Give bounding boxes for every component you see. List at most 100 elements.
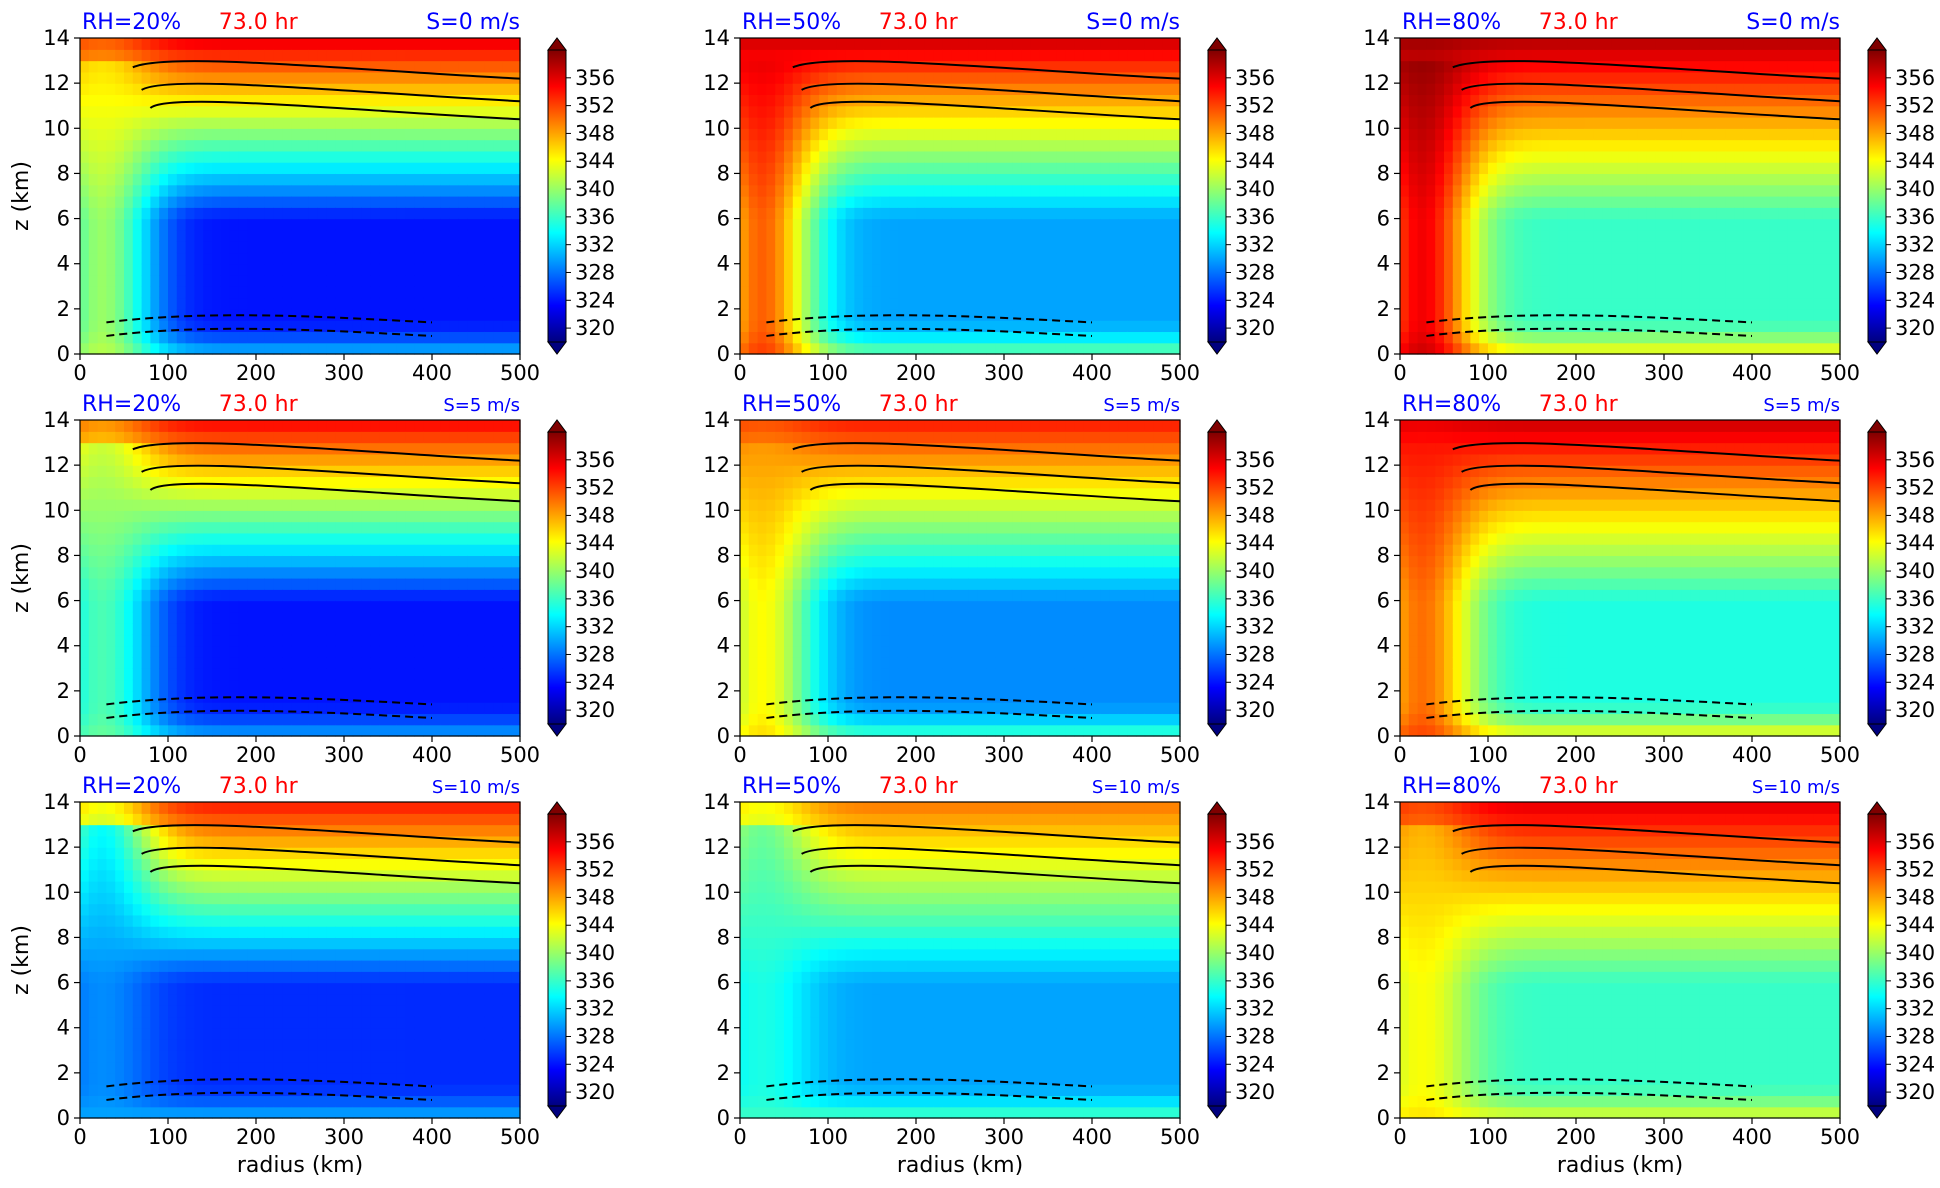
field-cell bbox=[273, 286, 283, 299]
field-cell bbox=[1787, 218, 1797, 231]
field-cell bbox=[1681, 49, 1691, 62]
field-cell bbox=[1708, 286, 1718, 299]
field-cell bbox=[185, 713, 195, 726]
field-cell bbox=[1083, 139, 1093, 152]
field-cell bbox=[317, 286, 327, 299]
field-cell bbox=[828, 60, 838, 73]
field-cell bbox=[1655, 173, 1665, 186]
field-cell bbox=[264, 229, 275, 242]
field-cell bbox=[863, 320, 873, 333]
field-cell bbox=[889, 71, 899, 84]
field-cell bbox=[256, 342, 266, 355]
field-cell bbox=[405, 83, 415, 96]
field-cell bbox=[748, 263, 759, 276]
field-cell bbox=[124, 532, 134, 545]
field-cell bbox=[220, 275, 231, 287]
field-cell bbox=[1144, 49, 1155, 62]
field-cell bbox=[1681, 105, 1691, 118]
field-cell bbox=[423, 263, 433, 276]
field-cell bbox=[256, 150, 266, 163]
field-cell bbox=[1716, 60, 1727, 73]
field-cell bbox=[977, 196, 987, 208]
field-cell bbox=[757, 60, 767, 73]
field-cell bbox=[1470, 342, 1480, 355]
field-cell bbox=[291, 308, 301, 321]
field-cell bbox=[828, 218, 838, 231]
field-cell bbox=[352, 71, 363, 84]
field-cell bbox=[124, 702, 134, 715]
field-cell bbox=[150, 241, 160, 254]
field-cell bbox=[229, 555, 239, 568]
field-cell bbox=[264, 555, 275, 568]
field-cell bbox=[238, 83, 248, 96]
field-cell bbox=[792, 308, 803, 321]
field-cell bbox=[1426, 117, 1436, 129]
field-cell bbox=[1426, 252, 1436, 265]
field-cell bbox=[335, 263, 345, 276]
field-cell bbox=[907, 117, 917, 129]
field-cell bbox=[819, 275, 829, 287]
field-cell bbox=[907, 60, 917, 73]
field-cell bbox=[203, 71, 213, 84]
field-cell bbox=[1822, 229, 1832, 242]
y-tick-label: 2 bbox=[717, 297, 730, 321]
field-cell bbox=[1444, 128, 1454, 141]
field-cell bbox=[115, 275, 125, 287]
field-cell bbox=[1620, 218, 1630, 231]
field-cell bbox=[1760, 173, 1771, 186]
field-cell bbox=[740, 207, 750, 220]
field-cell bbox=[335, 83, 345, 96]
field-cell bbox=[880, 275, 891, 287]
field-cell bbox=[88, 184, 99, 197]
field-cell bbox=[80, 690, 90, 703]
field-cell bbox=[352, 49, 363, 62]
field-cell bbox=[476, 196, 486, 208]
field-cell bbox=[986, 94, 996, 107]
contour-solid bbox=[1452, 60, 1841, 80]
field-cell bbox=[361, 275, 371, 287]
field-cell bbox=[995, 342, 1005, 355]
field-cell bbox=[1708, 38, 1718, 50]
field-cell bbox=[1567, 263, 1577, 276]
field-cell bbox=[1637, 275, 1647, 287]
field-cell bbox=[493, 297, 503, 310]
field-cell bbox=[150, 702, 160, 715]
field-cell bbox=[423, 331, 433, 344]
field-cell bbox=[273, 60, 283, 73]
field-cell bbox=[1444, 218, 1454, 231]
field-cell bbox=[1699, 263, 1709, 276]
field-cell bbox=[1602, 60, 1612, 73]
field-cell bbox=[1540, 196, 1551, 208]
field-cell bbox=[168, 263, 178, 276]
field-cell bbox=[1461, 60, 1471, 73]
field-cell bbox=[159, 623, 169, 636]
field-cell bbox=[308, 252, 319, 265]
field-cell bbox=[845, 342, 855, 355]
field-cell bbox=[132, 286, 143, 299]
field-cell bbox=[220, 71, 231, 84]
field-cell bbox=[836, 207, 847, 220]
field-cell bbox=[898, 241, 908, 254]
field-cell bbox=[432, 252, 442, 265]
field-cell bbox=[960, 173, 970, 186]
field-cell bbox=[344, 207, 354, 220]
field-cell bbox=[1690, 342, 1700, 355]
field-cell bbox=[995, 229, 1005, 242]
field-cell bbox=[1778, 286, 1788, 299]
field-cell bbox=[1004, 71, 1014, 84]
field-cell bbox=[185, 657, 195, 669]
field-cell bbox=[1804, 218, 1815, 231]
field-cell bbox=[1540, 60, 1551, 73]
field-cell bbox=[1056, 241, 1067, 254]
field-cell bbox=[1444, 105, 1454, 118]
field-cell bbox=[1804, 38, 1815, 50]
contour-solid bbox=[809, 100, 1181, 121]
field-cell bbox=[1576, 331, 1586, 344]
field-cell bbox=[159, 150, 169, 163]
field-cell bbox=[986, 241, 996, 254]
field-cell bbox=[88, 128, 99, 141]
field-cell bbox=[141, 600, 151, 613]
field-cell bbox=[1048, 218, 1058, 231]
field-cell bbox=[229, 196, 239, 208]
field-cell bbox=[1021, 342, 1031, 355]
